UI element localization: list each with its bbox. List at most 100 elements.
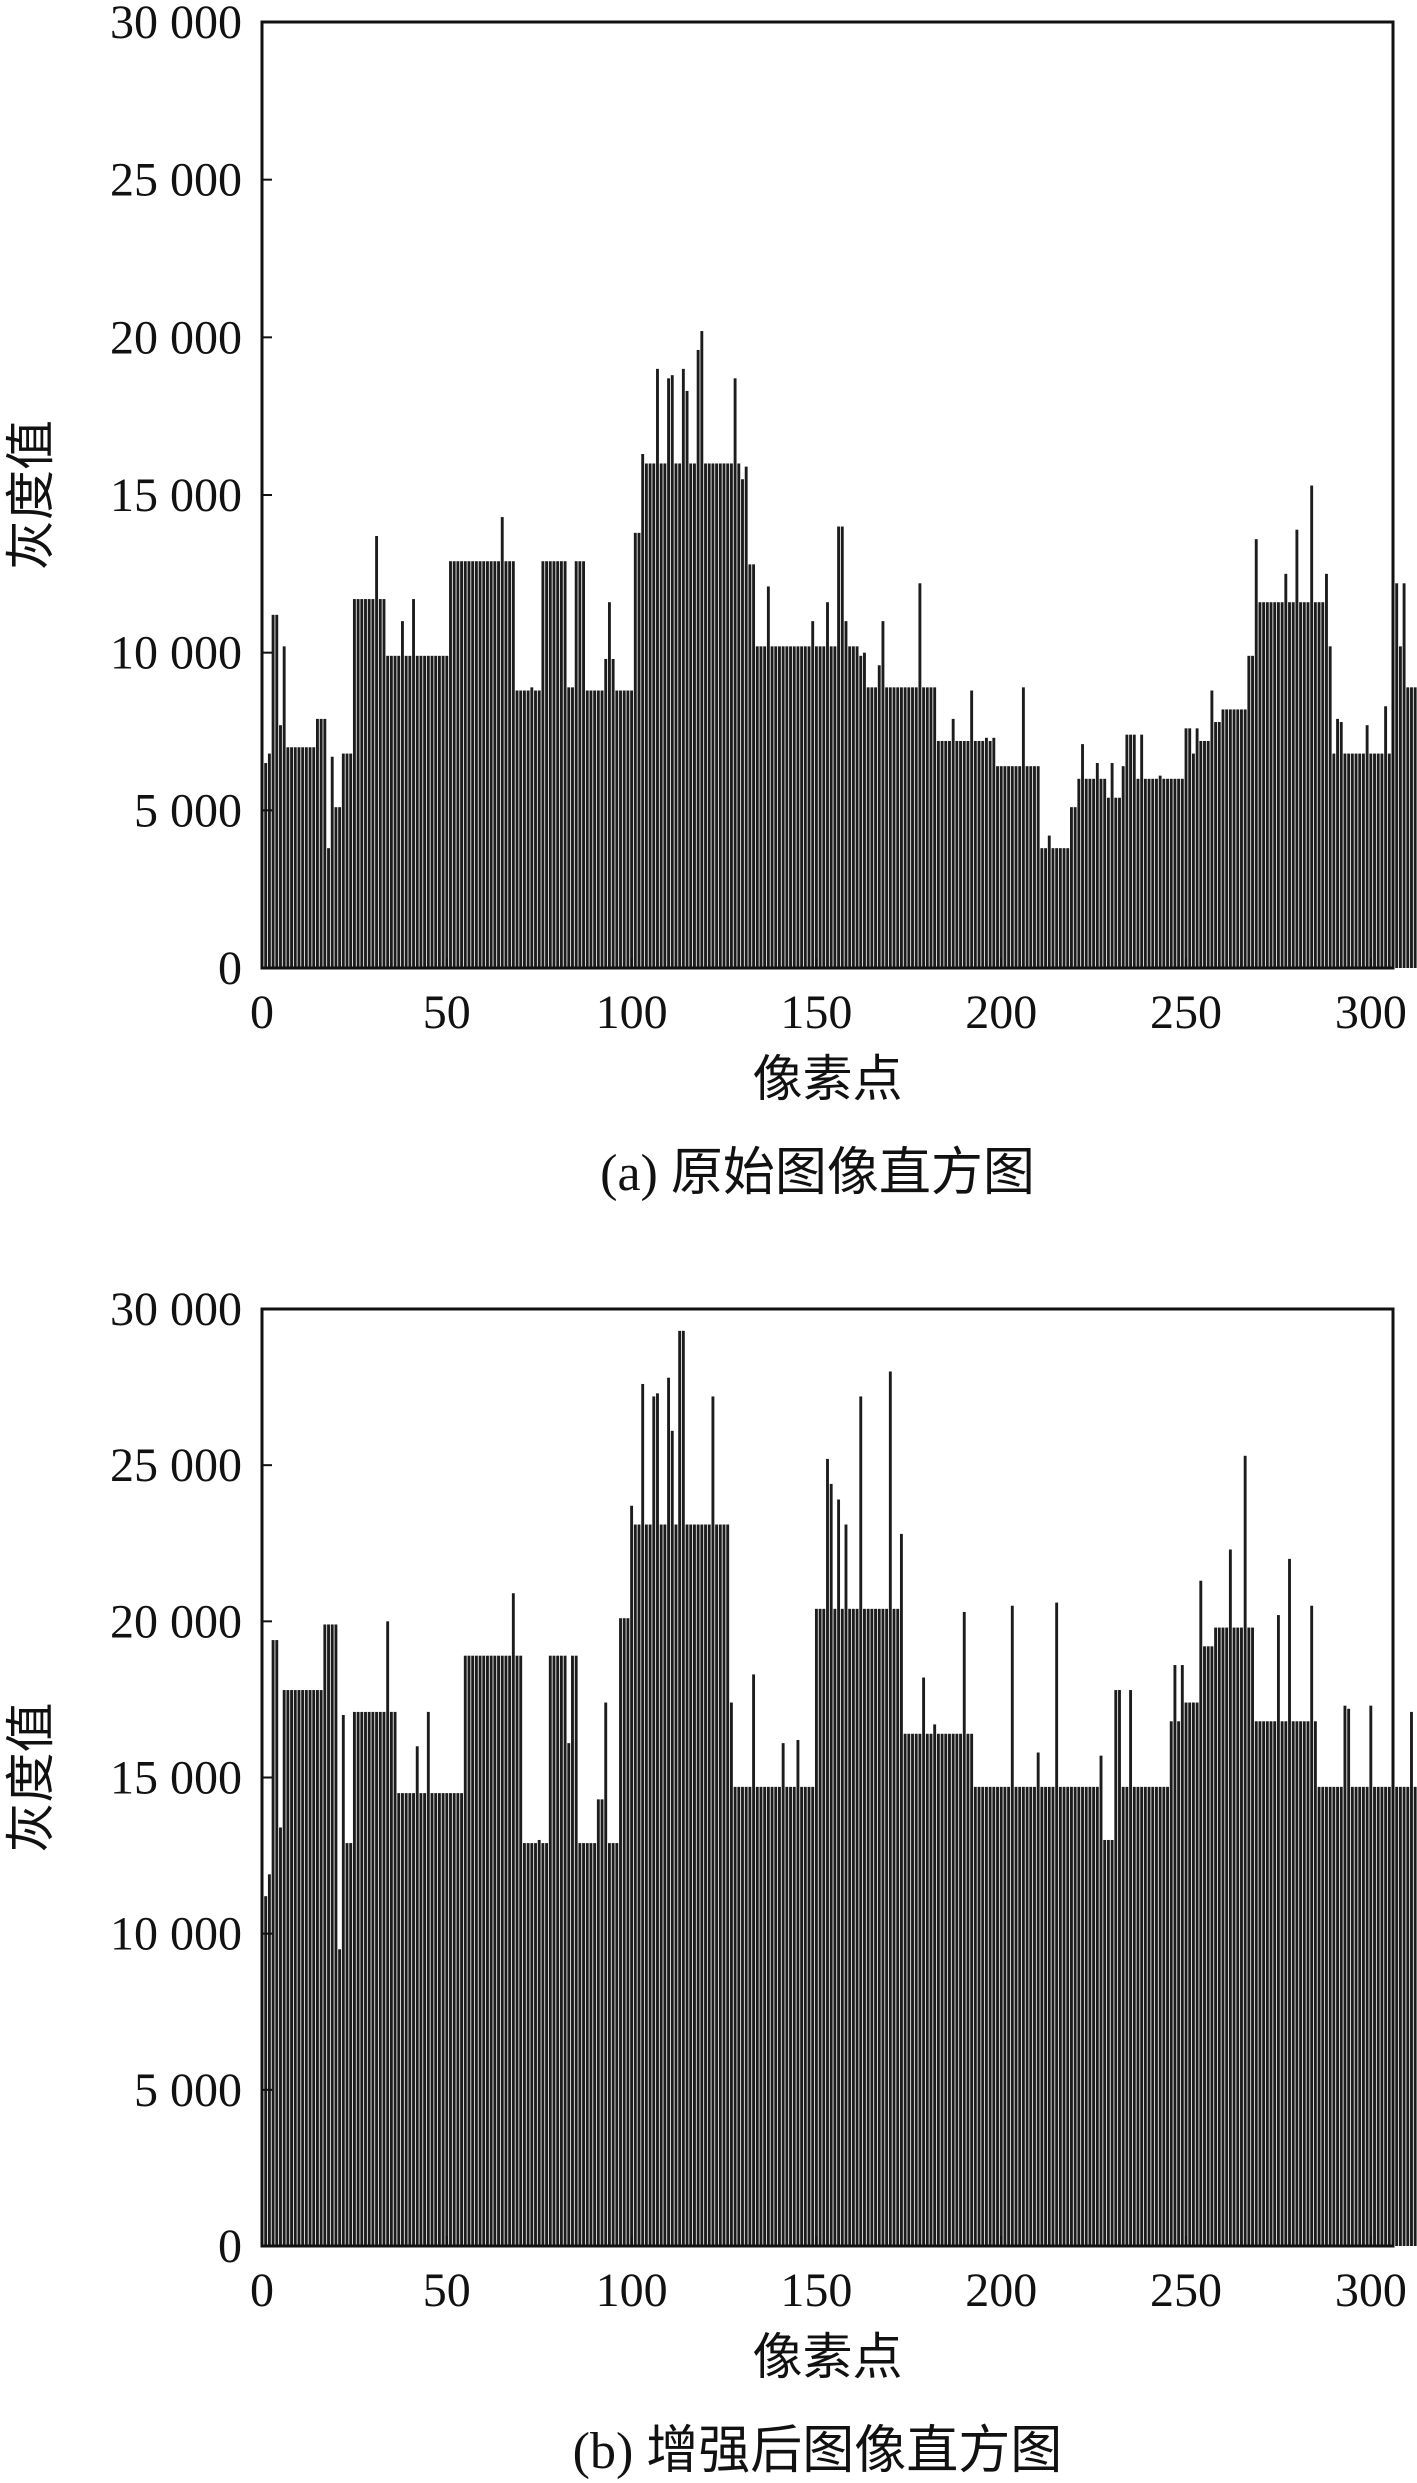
histogram-bar bbox=[622, 1618, 626, 2246]
histogram-bar bbox=[293, 747, 297, 968]
histogram-bar bbox=[1373, 753, 1376, 968]
histogram-bar bbox=[1214, 722, 1218, 968]
histogram-bar bbox=[644, 463, 648, 968]
histogram-bar bbox=[508, 561, 512, 968]
histogram-bar bbox=[999, 1786, 1003, 2246]
histogram-bar bbox=[1151, 778, 1155, 968]
histogram-bar bbox=[670, 1430, 674, 2246]
histogram-bar bbox=[803, 646, 807, 968]
histogram-bar bbox=[482, 561, 486, 968]
histogram-bar bbox=[1410, 1711, 1413, 2246]
histogram-bar bbox=[1140, 734, 1144, 968]
histogram-bar bbox=[1336, 718, 1339, 968]
histogram-bar bbox=[1121, 1786, 1125, 2246]
histogram-bar bbox=[497, 1655, 500, 2246]
histogram-bar bbox=[1033, 1786, 1036, 2246]
histogram-bar bbox=[356, 599, 360, 968]
histogram-bar bbox=[1373, 1786, 1376, 2246]
histogram-bar bbox=[1166, 778, 1169, 968]
histogram-bar bbox=[471, 1655, 475, 2246]
histogram-bar bbox=[936, 1733, 940, 2246]
histogram-bar bbox=[556, 1655, 560, 2246]
histogram-bar bbox=[1251, 1627, 1254, 2246]
histogram-bar bbox=[426, 655, 430, 968]
histogram-bar bbox=[999, 766, 1003, 968]
histogram-bar bbox=[1177, 1721, 1181, 2246]
histogram-bar bbox=[386, 655, 390, 968]
histogram-bar bbox=[1299, 602, 1303, 968]
y-axis-label: 灰度值 bbox=[3, 1703, 59, 1853]
histogram-bar bbox=[345, 1843, 349, 2246]
histogram-bar bbox=[656, 1393, 659, 2246]
histogram-bar bbox=[626, 1618, 630, 2246]
histogram-bar bbox=[844, 1524, 848, 2246]
histogram-bar bbox=[271, 614, 275, 968]
panel-caption: (b) 增强后图像直方图 bbox=[573, 2423, 1063, 2480]
histogram-bar bbox=[467, 561, 471, 968]
histogram-bar bbox=[807, 1786, 811, 2246]
histogram-bar bbox=[955, 740, 959, 968]
histogram-bar bbox=[652, 1396, 656, 2246]
histogram-bar bbox=[264, 763, 268, 968]
histogram-bar bbox=[851, 1608, 855, 2246]
histogram-bar bbox=[748, 1786, 752, 2246]
histogram-bar bbox=[733, 1786, 737, 2246]
histogram-bar bbox=[667, 378, 671, 969]
histogram-bar bbox=[404, 1793, 408, 2246]
histogram-bar bbox=[1169, 1721, 1173, 2246]
histogram-bar bbox=[1291, 1721, 1295, 2246]
histogram-bar bbox=[349, 753, 353, 968]
histogram-bar bbox=[1155, 778, 1158, 968]
histogram-bar bbox=[718, 463, 722, 968]
histogram-bar bbox=[667, 1377, 671, 2246]
histogram-bar bbox=[1358, 1786, 1362, 2246]
histogram-bar bbox=[918, 1733, 922, 2246]
histogram-bar bbox=[297, 1690, 301, 2246]
histogram-bar bbox=[748, 564, 752, 968]
histogram-bar bbox=[467, 1655, 471, 2246]
histogram-bar bbox=[323, 718, 327, 968]
histogram-bar bbox=[1158, 775, 1162, 968]
histogram-bar bbox=[401, 1793, 404, 2246]
histogram-bar bbox=[397, 655, 401, 968]
histogram-bar bbox=[1236, 709, 1240, 968]
histogram-bar bbox=[1232, 1627, 1236, 2246]
histogram-bar bbox=[1402, 1786, 1406, 2246]
histogram-bar bbox=[778, 1786, 781, 2246]
histogram-bar bbox=[297, 747, 301, 968]
histogram-bar bbox=[885, 1608, 889, 2246]
histogram-bar bbox=[1221, 1627, 1225, 2246]
histogram-bar bbox=[434, 1793, 438, 2246]
histogram-bar bbox=[378, 1711, 382, 2246]
histogram-bar bbox=[992, 737, 996, 968]
x-tick-label: 200 bbox=[965, 2264, 1037, 2317]
histogram-bar bbox=[648, 1524, 652, 2246]
histogram-bar bbox=[589, 690, 593, 968]
y-tick-label: 30 000 bbox=[110, 1283, 242, 1336]
histogram-bar bbox=[1354, 1786, 1358, 2246]
y-tick-label: 0 bbox=[218, 2220, 242, 2273]
histogram-bar bbox=[1018, 1786, 1022, 2246]
histogram-bar bbox=[1332, 1786, 1336, 2246]
histogram-bar bbox=[382, 599, 386, 968]
histogram-bar bbox=[1184, 1702, 1188, 2246]
histogram-bar bbox=[1328, 1786, 1332, 2246]
histogram-bar bbox=[1387, 1786, 1391, 2246]
histogram-bar bbox=[430, 1793, 434, 2246]
histogram-bar bbox=[519, 1655, 523, 2246]
x-tick-label: 250 bbox=[1150, 2264, 1222, 2317]
histogram-bar bbox=[401, 621, 404, 968]
histogram-bar bbox=[907, 1733, 911, 2246]
histogram-bar bbox=[504, 561, 508, 968]
histogram-bar bbox=[814, 1608, 818, 2246]
histogram-bar bbox=[1284, 1721, 1288, 2246]
histogram-bar bbox=[1044, 1786, 1048, 2246]
histogram-bar bbox=[922, 1677, 926, 2246]
histogram-bar bbox=[630, 1505, 634, 2246]
histogram-bar bbox=[1350, 753, 1354, 968]
histogram-bar bbox=[766, 586, 770, 968]
histogram-bar bbox=[1047, 835, 1051, 968]
histogram-bar bbox=[330, 756, 334, 968]
histogram-bar bbox=[489, 1655, 493, 2246]
histogram-bar bbox=[700, 1524, 704, 2246]
